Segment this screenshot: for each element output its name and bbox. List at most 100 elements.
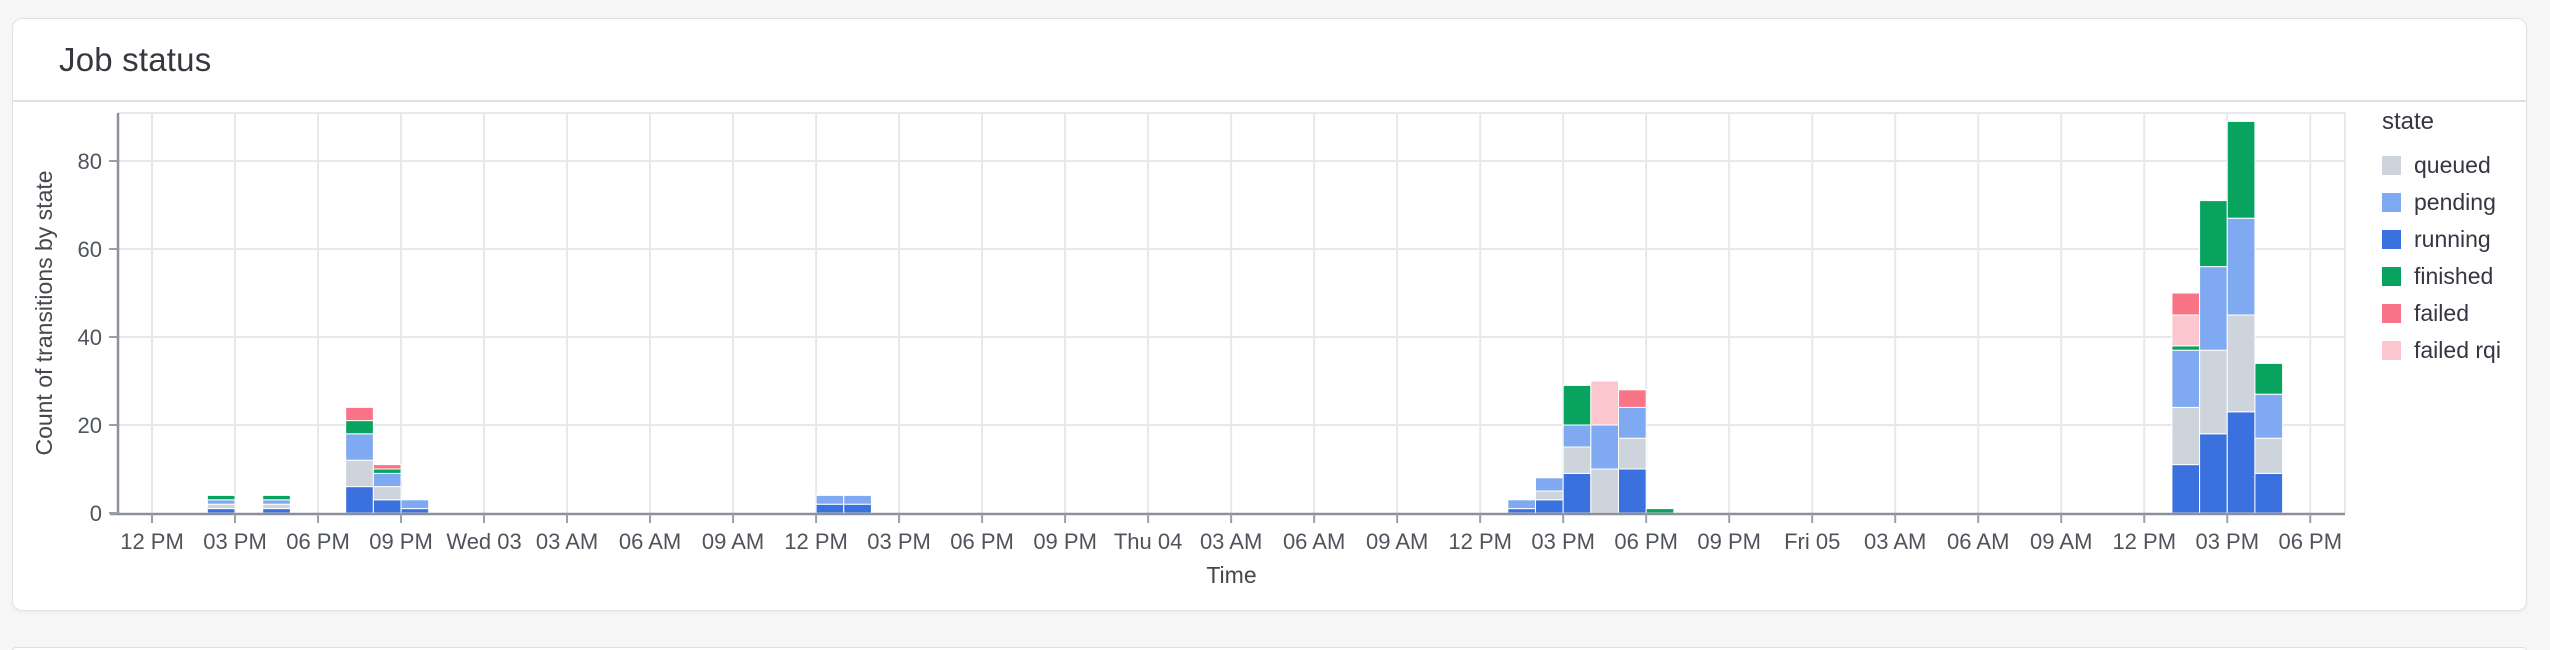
bar-segment-running[interactable] (1562, 472, 1592, 514)
bar-segment-failed[interactable] (345, 406, 374, 422)
bar-segment-pending[interactable] (1535, 477, 1564, 492)
bar-segment-pending[interactable] (206, 499, 236, 505)
legend-item-finished[interactable]: finished (2382, 263, 2522, 290)
bar-segment-running[interactable] (1507, 508, 1536, 514)
bar-segment-queued[interactable] (206, 503, 236, 510)
bar-segment-running[interactable] (2226, 411, 2256, 514)
x-tick-label: 09 PM (369, 529, 433, 554)
y-tick-label: 60 (78, 237, 102, 262)
legend-item-failed-rqi[interactable]: failed rqi (2382, 337, 2522, 364)
x-tick-label: 12 PM (2112, 529, 2176, 554)
bar-segment-failed[interactable] (1618, 389, 1647, 408)
x-tick-label: 06 AM (619, 529, 681, 554)
bar-segment-failed[interactable] (372, 464, 402, 470)
bar-segment-running[interactable] (262, 508, 291, 514)
bar-segment-pending[interactable] (815, 494, 845, 505)
bar-segment-pending[interactable] (2226, 217, 2256, 316)
bar-segment-pending[interactable] (345, 433, 374, 461)
bar-segment-finished[interactable] (206, 494, 236, 501)
bar-segment-pending[interactable] (2254, 393, 2284, 439)
bar-segment-pending[interactable] (1618, 406, 1647, 439)
y-tick-label: 0 (90, 501, 102, 526)
legend-item-queued[interactable]: queued (2382, 152, 2522, 179)
bar-segment-queued[interactable] (372, 486, 402, 501)
bar-segment-running[interactable] (843, 503, 872, 514)
bar-segment-finished[interactable] (262, 494, 291, 501)
bar-segment-pending[interactable] (1562, 424, 1592, 448)
bar-segment-pending[interactable] (2199, 266, 2228, 351)
bar-segment-failed-rqi[interactable] (1590, 380, 1620, 426)
legend-title: state (2382, 108, 2435, 135)
bar-segment-failed-rqi[interactable] (2171, 314, 2201, 347)
y-tick-label: 20 (78, 413, 102, 438)
bar-segment-running[interactable] (2254, 472, 2284, 514)
x-tick-label: 03 PM (867, 529, 931, 554)
bar-segment-pending[interactable] (1507, 499, 1536, 510)
bar-segment-queued[interactable] (2171, 406, 2201, 466)
bar-segment-queued[interactable] (262, 503, 291, 510)
bar-segment-queued[interactable] (2199, 349, 2228, 435)
bar-segment-finished[interactable] (372, 468, 402, 474)
bar-segment-running[interactable] (2199, 433, 2228, 514)
bar-segment-running[interactable] (206, 508, 236, 514)
bar-segment-finished[interactable] (1645, 508, 1675, 514)
x-tick-label: 12 PM (120, 529, 184, 554)
bar-segment-running[interactable] (345, 486, 374, 514)
bar-segment-queued[interactable] (2226, 314, 2256, 413)
x-tick-label: 12 PM (784, 529, 848, 554)
x-tick-label: 12 PM (1448, 529, 1512, 554)
bar-segment-running[interactable] (2171, 464, 2201, 514)
x-axis-title: Time (1206, 562, 1256, 588)
legend-item-label: running (2414, 226, 2491, 252)
bar-segment-pending[interactable] (843, 494, 872, 505)
legend-swatch-icon (2382, 193, 2401, 212)
bar-segment-pending[interactable] (400, 499, 430, 510)
bar-segment-pending[interactable] (262, 499, 291, 505)
bar-segment-finished[interactable] (345, 420, 374, 435)
legend-swatch-icon (2382, 267, 2401, 286)
x-tick-label: 03 AM (1200, 529, 1262, 554)
bar-segment-pending[interactable] (2171, 349, 2201, 408)
x-tick-label: 06 AM (1947, 529, 2009, 554)
bar-segment-queued[interactable] (2254, 437, 2284, 474)
bar-segment-running[interactable] (400, 508, 430, 514)
bar-segment-finished[interactable] (2226, 120, 2256, 219)
bar-segment-queued[interactable] (1562, 446, 1592, 474)
bar-segment-queued[interactable] (345, 459, 374, 488)
legend-item-pending[interactable]: pending (2382, 189, 2522, 216)
x-tick-label: 09 PM (1033, 529, 1097, 554)
x-tick-label: Thu 04 (1114, 529, 1183, 554)
bar-segment-running[interactable] (1618, 468, 1647, 514)
bar-segment-finished[interactable] (2254, 362, 2284, 395)
x-tick-label: 03 AM (1864, 529, 1926, 554)
legend-swatch-icon (2382, 341, 2401, 360)
legend-item-running[interactable]: running (2382, 226, 2522, 253)
chart-panel-title: Job status (59, 41, 212, 78)
legend-item-label: finished (2414, 263, 2494, 289)
legend-swatch-icon (2382, 156, 2401, 175)
legend-item-failed[interactable]: failed (2382, 300, 2522, 327)
bar-segment-finished[interactable] (2199, 200, 2228, 268)
bar-segment-queued[interactable] (1618, 437, 1647, 470)
x-tick-label: 09 AM (2030, 529, 2092, 554)
bar-segment-queued[interactable] (1535, 490, 1564, 501)
bar-segment-pending[interactable] (372, 472, 402, 488)
bar-segment-pending[interactable] (1590, 424, 1620, 470)
legend-item-label: failed rqi (2414, 337, 2501, 363)
legend-item-label: failed (2414, 300, 2469, 326)
bar-segment-failed[interactable] (2171, 292, 2201, 316)
bar-segment-finished[interactable] (1562, 384, 1592, 426)
bar-segment-running[interactable] (815, 503, 845, 514)
x-tick-label: Wed 03 (446, 529, 521, 554)
x-tick-label: 09 AM (1366, 529, 1428, 554)
bar-segment-running[interactable] (372, 499, 402, 514)
bar-segment-running[interactable] (1535, 499, 1564, 514)
x-tick-label: 06 PM (286, 529, 350, 554)
next-card-edge (12, 647, 2527, 650)
bar-segment-queued[interactable] (1590, 468, 1620, 514)
bar-segment-finished[interactable] (2171, 345, 2201, 351)
legend-swatch-icon (2382, 230, 2401, 249)
legend-items: queued pending running finished failed failed… (2382, 152, 2522, 364)
